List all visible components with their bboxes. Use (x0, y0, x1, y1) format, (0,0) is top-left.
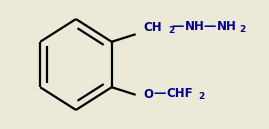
Text: —: — (171, 20, 183, 33)
Text: CHF: CHF (166, 87, 193, 100)
Text: CH: CH (144, 21, 162, 34)
Text: 2: 2 (198, 92, 204, 101)
Text: NH: NH (185, 20, 205, 33)
Text: 2: 2 (240, 25, 246, 34)
Text: —: — (154, 87, 166, 100)
Text: O: O (144, 88, 154, 101)
Text: 2: 2 (168, 26, 174, 35)
Text: NH: NH (217, 20, 236, 33)
Text: —: — (203, 20, 216, 33)
